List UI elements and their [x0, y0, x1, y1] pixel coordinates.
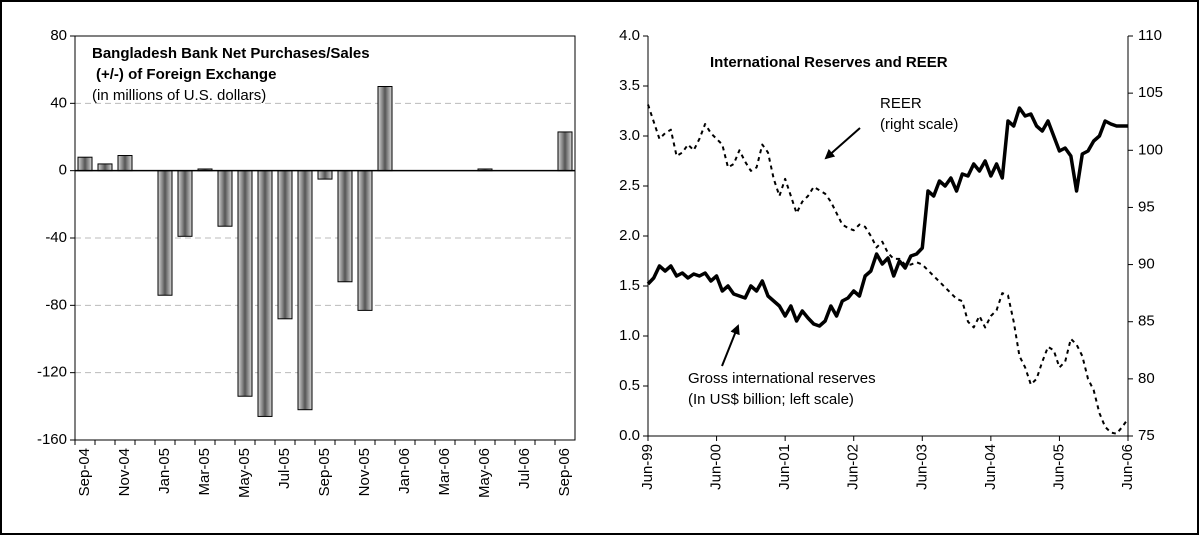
- x-tick-label: Jul-06: [516, 448, 533, 489]
- bar: [157, 170, 173, 296]
- y-tick-label: -40: [45, 229, 67, 246]
- y2-tick-label: 110: [1138, 27, 1162, 44]
- bar: [277, 170, 293, 320]
- y-tick-label: 40: [50, 94, 67, 111]
- x-tick-label: Jun-04: [982, 444, 999, 490]
- chart-title: (+/-) of Foreign Exchange: [96, 66, 276, 83]
- y-tick-label: 1.0: [619, 327, 640, 344]
- y-tick-label: 0: [59, 162, 67, 179]
- y2-tick-label: 95: [1138, 198, 1155, 215]
- bar: [377, 86, 393, 172]
- x-tick-label: Mar-05: [196, 448, 213, 496]
- x-tick-label: Jun-03: [913, 444, 930, 490]
- y-tick-label: 0.5: [619, 377, 640, 394]
- y-tick-label: 3.0: [619, 127, 640, 144]
- bar: [177, 170, 193, 237]
- bar: [117, 155, 133, 172]
- x-tick-label: Jun-00: [708, 444, 725, 490]
- plot-border: [74, 35, 576, 441]
- x-tick-label: May-06: [476, 448, 493, 498]
- y-tick-label: 0.0: [619, 427, 640, 444]
- y-tick-label: -160: [37, 431, 67, 448]
- reserves-arrow: [721, 324, 740, 367]
- x-tick-label: Jan-06: [396, 448, 413, 494]
- x-tick-label: May-05: [236, 448, 253, 498]
- x-tick-label: Sep-06: [556, 448, 573, 496]
- annotation: REER: [880, 95, 922, 112]
- annotation: (right scale): [880, 116, 958, 133]
- reer-arrow: [824, 127, 861, 160]
- bar: [257, 170, 273, 417]
- y-tick-label: 1.5: [619, 277, 640, 294]
- bar: [317, 170, 333, 180]
- y2-tick-label: 80: [1138, 370, 1155, 387]
- annotation: Gross international reserves: [688, 370, 876, 387]
- y-tick-label: -80: [45, 296, 67, 313]
- x-tick-label: Jan-05: [156, 448, 173, 494]
- chart-title: Bangladesh Bank Net Purchases/Sales: [92, 45, 370, 62]
- bar: [297, 170, 313, 411]
- bar: [237, 170, 253, 397]
- x-tick-label: Jun-99: [639, 444, 656, 490]
- x-tick-label: Sep-05: [316, 448, 333, 496]
- bar: [77, 156, 93, 172]
- y-tick-label: 2.5: [619, 177, 640, 194]
- x-tick-label: Nov-04: [116, 448, 133, 496]
- series-line: [646, 106, 1128, 328]
- bar: [217, 170, 233, 227]
- x-tick-label: Jun-01: [776, 444, 793, 490]
- annotation: (In US$ billion; left scale): [688, 391, 854, 408]
- x-tick-label: Jul-05: [276, 448, 293, 489]
- y-tick-label: 80: [50, 27, 67, 44]
- y2-tick-label: 75: [1138, 427, 1155, 444]
- bar: [357, 170, 373, 311]
- chart-subtitle: (in millions of U.S. dollars): [92, 87, 266, 104]
- bar: [97, 163, 113, 172]
- bar: [337, 170, 353, 283]
- x-tick-label: Jun-02: [845, 444, 862, 490]
- y-tick-label: 2.0: [619, 227, 640, 244]
- x-tick-label: Jun-05: [1050, 444, 1067, 490]
- x-tick-label: Jun-06: [1119, 444, 1136, 490]
- x-tick-label: Sep-04: [76, 448, 93, 496]
- y2-tick-label: 105: [1138, 84, 1163, 101]
- y2-tick-label: 100: [1138, 141, 1163, 158]
- chart-title: International Reserves and REER: [710, 54, 948, 71]
- y2-tick-label: 90: [1138, 256, 1155, 273]
- y-tick-label: 4.0: [619, 27, 640, 44]
- x-tick-label: Mar-06: [436, 448, 453, 496]
- y-tick-label: 3.5: [619, 77, 640, 94]
- y2-tick-label: 85: [1138, 313, 1155, 330]
- x-tick-label: Nov-05: [356, 448, 373, 496]
- bar: [557, 131, 573, 172]
- y-tick-label: -120: [37, 364, 67, 381]
